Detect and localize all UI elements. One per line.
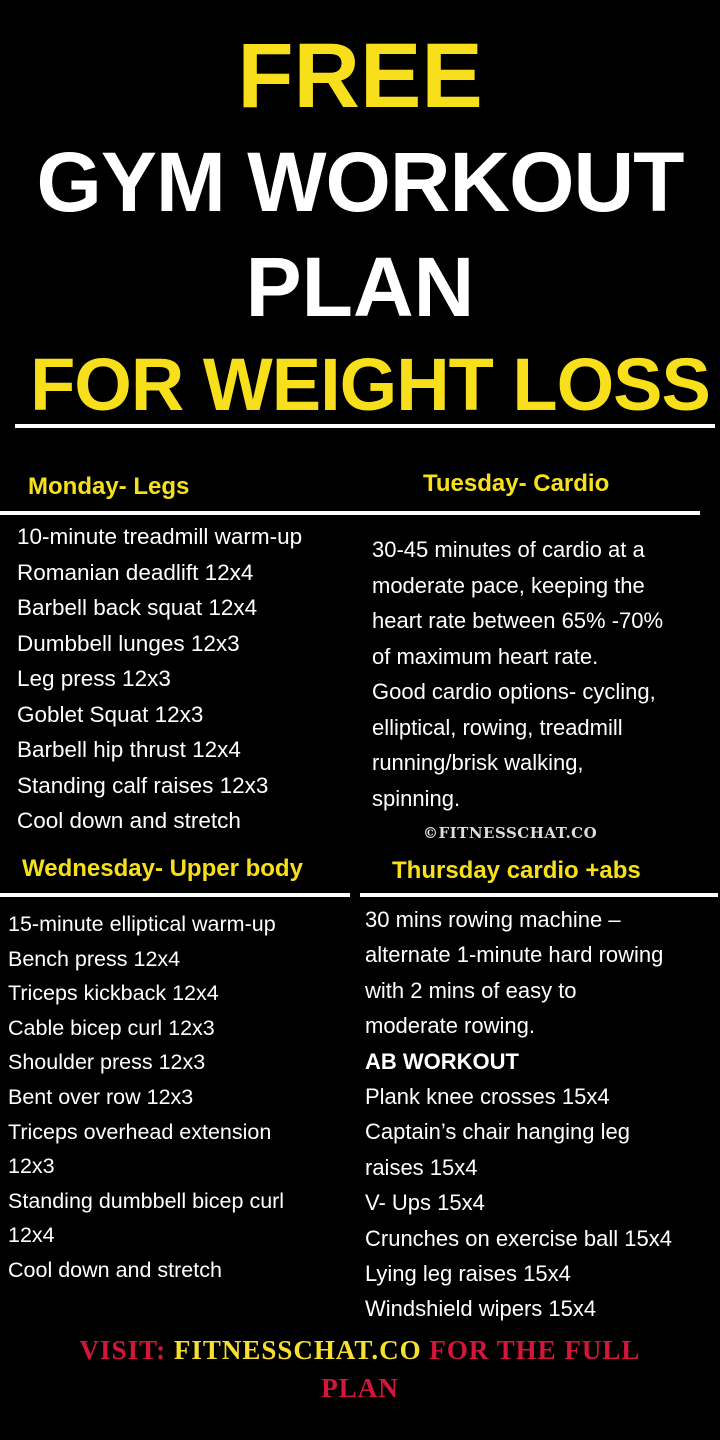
list-item: 10-minute treadmill warm-up	[17, 524, 303, 549]
copyright-watermark: ©FITNESSCHAT.CO	[423, 824, 598, 842]
list-item: Cable bicep curl 12x3	[8, 1015, 215, 1040]
footer-line-2: PLAN	[321, 1373, 399, 1403]
footer-visit-label: VISIT:	[79, 1335, 174, 1365]
list-item: heart rate between 65% -70%	[372, 608, 664, 633]
list-item: 12x4	[8, 1223, 55, 1248]
list-item: Standing calf raises 12x3	[17, 772, 269, 798]
list-item: Captain’s chair hanging leg	[365, 1119, 630, 1145]
list-item: Bent over row 12x3	[8, 1084, 194, 1109]
list-item: Windshield wipers 15x4	[365, 1296, 597, 1322]
list-item: Shoulder press 12x3	[8, 1050, 206, 1075]
list-item: Romanian deadlift 12x4	[17, 559, 254, 585]
list-item: with 2 mins of easy to	[365, 977, 577, 1003]
title-plan: PLAN	[245, 240, 475, 334]
title-free: FREE	[237, 25, 483, 127]
wednesday-list: 15-minute elliptical warm-up Bench press…	[8, 907, 284, 1288]
list-item: Bench press 12x4	[8, 946, 181, 971]
monday-heading: Monday- Legs	[28, 473, 190, 500]
list-item: V- Ups 15x4	[365, 1190, 485, 1216]
monday-list: 10-minute treadmill warm-up Romanian dea…	[17, 519, 302, 839]
list-item: running/brisk walking,	[372, 750, 584, 775]
list-item: Cool down and stretch	[8, 1257, 222, 1282]
tuesday-list: 30-45 minutes of cardio at a moderate pa…	[372, 532, 663, 816]
list-item: 30 mins rowing machine –	[365, 907, 621, 932]
footer-site-link[interactable]: FITNESSCHAT.CO	[173, 1335, 422, 1365]
list-item: elliptical, rowing, treadmill	[372, 714, 623, 740]
tuesday-heading: Tuesday- Cardio	[423, 470, 610, 497]
list-item: Plank knee crosses 15x4	[365, 1084, 610, 1110]
list-item: Good cardio options- cycling,	[372, 679, 656, 704]
list-item: raises 15x4	[365, 1154, 478, 1180]
list-item: Dumbbell lunges 12x3	[17, 630, 240, 656]
list-item: moderate rowing.	[365, 1013, 535, 1039]
title-for-weight-loss: FOR WEIGHT LOSS	[30, 343, 711, 426]
list-item: Barbell back squat 12x4	[17, 595, 258, 620]
list-item: Triceps overhead extension	[8, 1119, 272, 1144]
list-item: Goblet Squat 12x3	[17, 701, 204, 727]
thursday-heading: Thursday cardio +abs	[392, 857, 641, 884]
section-divider-top	[0, 511, 700, 515]
list-item: Standing dumbbell bicep curl	[8, 1188, 285, 1213]
list-item: spinning.	[372, 785, 461, 811]
title-divider	[15, 424, 715, 428]
list-item: Barbell hip thrust 12x4	[17, 737, 241, 762]
ab-workout-heading: AB WORKOUT	[365, 1048, 519, 1074]
title-gym-workout: GYM WORKOUT	[36, 135, 685, 229]
list-item: Crunches on exercise ball 15x4	[365, 1225, 672, 1251]
list-item: 15-minute elliptical warm-up	[8, 912, 276, 936]
list-item: 12x3	[8, 1154, 55, 1179]
list-item: Leg press 12x3	[17, 666, 171, 691]
list-item: Triceps kickback 12x4	[8, 981, 219, 1006]
list-item: moderate pace, keeping the	[372, 572, 645, 598]
wednesday-heading: Wednesday- Upper body	[22, 855, 303, 882]
list-item: Lying leg raises 15x4	[365, 1261, 571, 1287]
footer-rest: FOR THE FULL	[421, 1335, 641, 1365]
list-item: Cool down and stretch	[17, 808, 241, 833]
thursday-list: 30 mins rowing machine – alternate 1-min…	[365, 902, 672, 1327]
footer-line-1: VISIT: FITNESSCHAT.CO FOR THE FULL	[0, 1330, 720, 1370]
list-item: 30-45 minutes of cardio at a	[372, 537, 645, 562]
thursday-divider	[360, 893, 718, 897]
wednesday-divider	[0, 893, 350, 897]
list-item: of maximum heart rate.	[372, 643, 599, 669]
list-item: alternate 1-minute hard rowing	[365, 942, 664, 968]
